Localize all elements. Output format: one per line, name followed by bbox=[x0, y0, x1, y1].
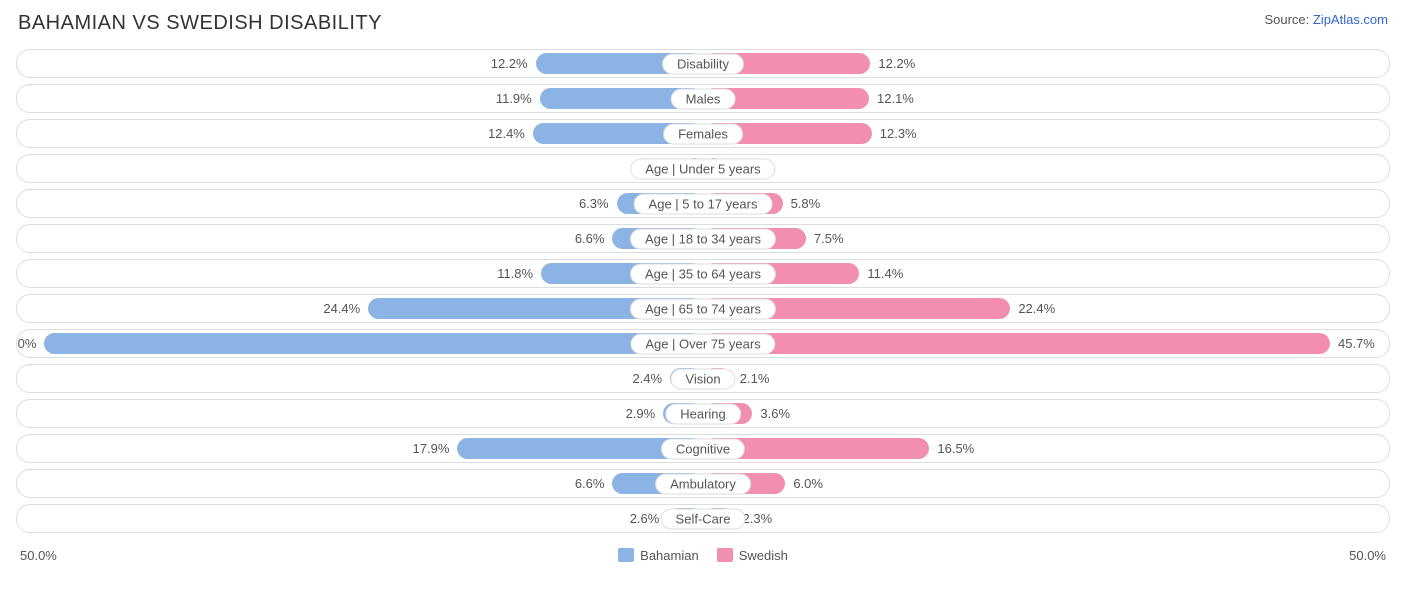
value-label-left: 17.9% bbox=[413, 435, 458, 462]
value-label-left: 6.6% bbox=[575, 225, 613, 252]
value-label-right: 3.6% bbox=[752, 400, 790, 427]
value-label-left: 11.8% bbox=[497, 260, 541, 287]
value-label-right: 12.1% bbox=[869, 85, 914, 112]
chart-title: BAHAMIAN VS SWEDISH DISABILITY bbox=[18, 12, 382, 35]
chart-row: 6.6% 6.0% Ambulatory bbox=[16, 469, 1390, 498]
value-label-left: 12.2% bbox=[491, 50, 536, 77]
chart-row: 2.4% 2.1%Vision bbox=[16, 364, 1390, 393]
value-label-left: 12.4% bbox=[488, 120, 533, 147]
category-label: Ambulatory bbox=[655, 473, 751, 494]
value-label-left: 6.3% bbox=[579, 190, 617, 217]
value-label-right: 6.0% bbox=[785, 470, 823, 497]
chart-row: 6.6% 7.5% Age | 18 to 34 years bbox=[16, 224, 1390, 253]
chart-container: BAHAMIAN VS SWEDISH DISABILITY Source: Z… bbox=[0, 0, 1406, 612]
category-label: Age | Under 5 years bbox=[630, 158, 775, 179]
chart-row: 48.0% 45.7% Age | Over 75 years bbox=[16, 329, 1390, 358]
chart-row: 2.6%2.3%Self-Care bbox=[16, 504, 1390, 533]
category-label: Cognitive bbox=[661, 438, 745, 459]
chart-row: 17.9% 16.5% Cognitive bbox=[16, 434, 1390, 463]
value-label-right: 12.2% bbox=[870, 50, 915, 77]
chart-row: 6.3% 5.8% Age | 5 to 17 years bbox=[16, 189, 1390, 218]
category-label: Age | 5 to 17 years bbox=[634, 193, 773, 214]
value-label-left: 24.4% bbox=[323, 295, 368, 322]
value-label-left: 6.6% bbox=[575, 470, 613, 497]
category-label: Males bbox=[671, 88, 736, 109]
chart-rows: 12.2% 12.2% Disability 11.9% 12.1% Males 12.4%… bbox=[12, 49, 1394, 533]
chart-row: 12.4% 12.3% Females bbox=[16, 119, 1390, 148]
legend: Bahamian Swedish bbox=[618, 548, 788, 563]
value-label-right: 12.3% bbox=[872, 120, 917, 147]
category-label: Females bbox=[663, 123, 743, 144]
category-label: Age | 35 to 64 years bbox=[630, 263, 776, 284]
legend-label-left: Bahamian bbox=[640, 548, 699, 563]
chart-row: 2.9% 3.6% Hearing bbox=[16, 399, 1390, 428]
value-label-right: 16.5% bbox=[929, 435, 974, 462]
value-label-left: 48.0% bbox=[16, 330, 44, 357]
category-label: Self-Care bbox=[661, 508, 746, 529]
category-label: Age | 65 to 74 years bbox=[630, 298, 776, 319]
category-label: Disability bbox=[662, 53, 744, 74]
chart-row: 11.9% 12.1% Males bbox=[16, 84, 1390, 113]
source-prefix: Source: bbox=[1264, 12, 1312, 27]
value-label-right: 45.7% bbox=[1330, 330, 1375, 357]
source-link[interactable]: ZipAtlas.com bbox=[1313, 12, 1388, 27]
value-label-right: 7.5% bbox=[806, 225, 844, 252]
bar-left bbox=[44, 333, 703, 354]
category-label: Age | Over 75 years bbox=[630, 333, 775, 354]
value-label-left: 2.4% bbox=[632, 365, 670, 392]
chart-row: 24.4% 22.4% Age | 65 to 74 years bbox=[16, 294, 1390, 323]
value-label-right: 11.4% bbox=[859, 260, 903, 287]
value-label-right: 2.1% bbox=[732, 365, 770, 392]
chart-footer: 50.0% Bahamian Swedish 50.0% bbox=[12, 541, 1394, 569]
value-label-right: 22.4% bbox=[1010, 295, 1055, 322]
chart-row: 12.2% 12.2% Disability bbox=[16, 49, 1390, 78]
bar-right bbox=[703, 333, 1330, 354]
axis-left-label: 50.0% bbox=[20, 548, 57, 563]
category-label: Vision bbox=[670, 368, 735, 389]
legend-swatch-left bbox=[618, 548, 634, 562]
source-attribution: Source: ZipAtlas.com bbox=[1264, 12, 1388, 27]
category-label: Hearing bbox=[665, 403, 741, 424]
value-label-right: 5.8% bbox=[783, 190, 821, 217]
category-label: Age | 18 to 34 years bbox=[630, 228, 776, 249]
legend-item-left: Bahamian bbox=[618, 548, 699, 563]
legend-label-right: Swedish bbox=[739, 548, 788, 563]
chart-row: 11.8% 11.4% Age | 35 to 64 years bbox=[16, 259, 1390, 288]
chart-row: 1.3%1.6%Age | Under 5 years bbox=[16, 154, 1390, 183]
legend-item-right: Swedish bbox=[717, 548, 788, 563]
value-label-left: 2.9% bbox=[626, 400, 664, 427]
value-label-left: 11.9% bbox=[496, 85, 540, 112]
axis-right-label: 50.0% bbox=[1349, 548, 1386, 563]
header: BAHAMIAN VS SWEDISH DISABILITY Source: Z… bbox=[12, 8, 1394, 49]
legend-swatch-right bbox=[717, 548, 733, 562]
